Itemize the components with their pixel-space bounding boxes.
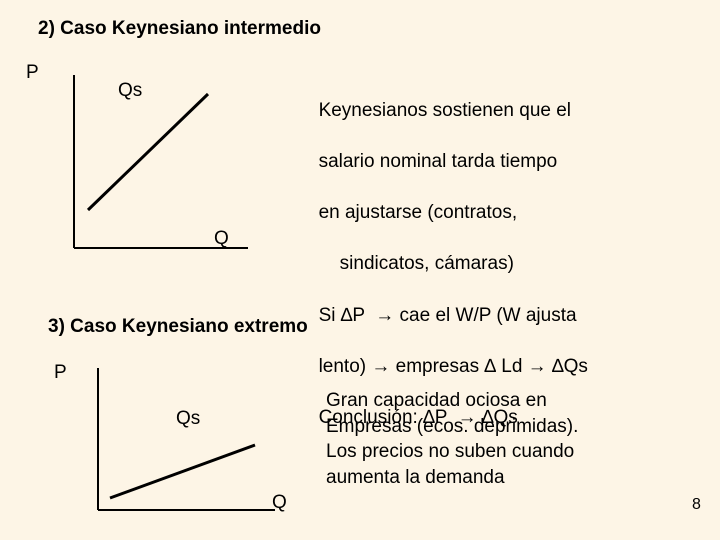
page-number: 8 (692, 496, 701, 514)
section3-qs-line (110, 445, 255, 498)
section3-curve-label: Qs (176, 408, 200, 430)
p3-line3: aumenta la demanda (326, 467, 505, 488)
p3-line0: Gran capacidad ociosa en (326, 390, 547, 411)
section3-paragraph: Gran capacidad ociosa en Empresas (ecos.… (326, 388, 686, 491)
section3-y-label: P (54, 362, 67, 384)
p3-line1: Empresas (ecos. deprimidas). (326, 416, 578, 437)
section3-x-label: Q (272, 492, 287, 514)
p3-line2: Los precios no suben cuando (326, 441, 574, 462)
